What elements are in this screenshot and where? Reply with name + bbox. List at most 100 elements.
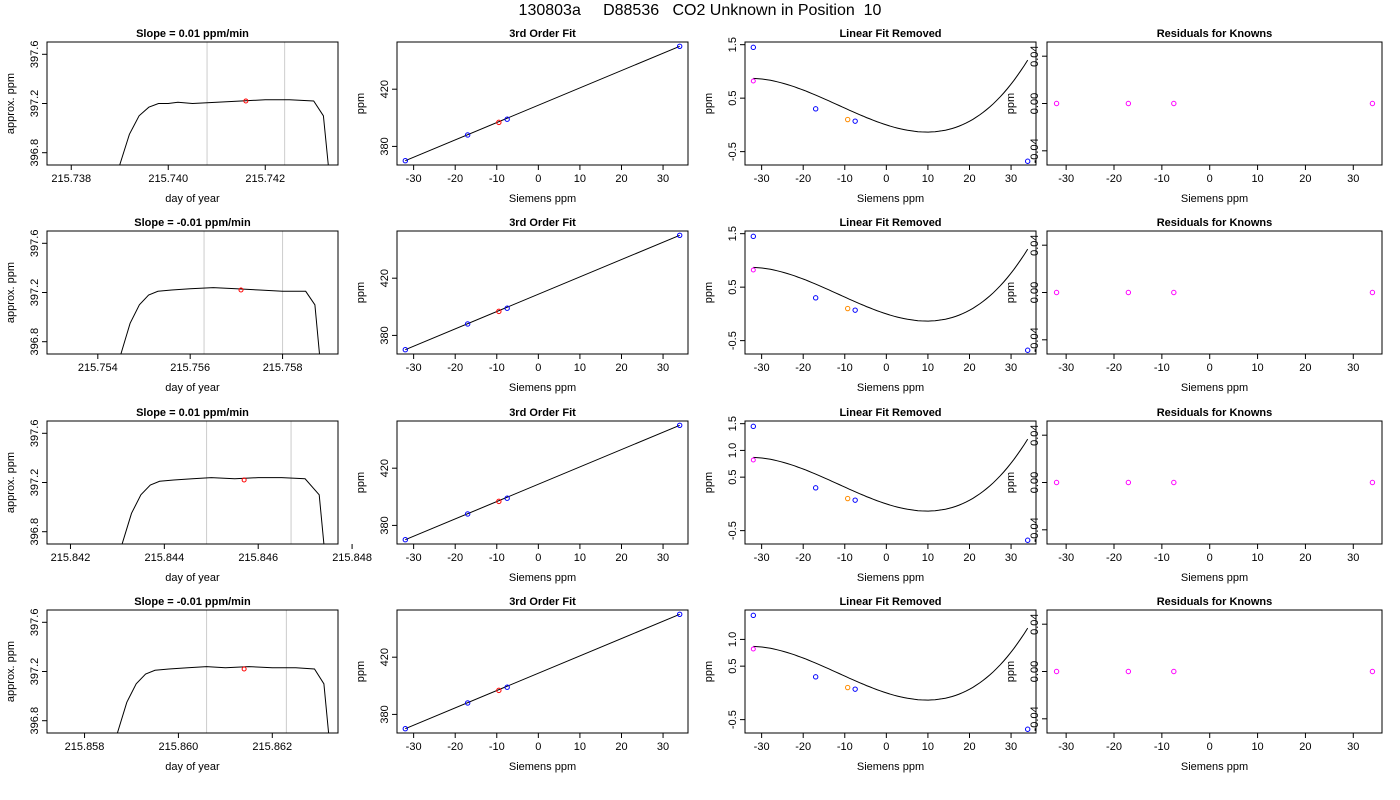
y-tick-label: 397.6 — [29, 609, 41, 637]
known-point — [1171, 289, 1177, 296]
y-tick-label: 0.00 — [1029, 93, 1041, 114]
panel-title: 3rd Order Fit — [509, 217, 576, 229]
x-tick-label: 10 — [1251, 362, 1263, 374]
y-tick-label: 1.5 — [727, 416, 739, 431]
panel-title: Linear Fit Removed — [839, 407, 941, 419]
plot-area — [402, 43, 683, 164]
x-tick-label: 20 — [963, 552, 975, 564]
x-tick-label: -20 — [447, 741, 463, 753]
panel-r4-c2: 3rd Order Fit Siemens ppm ppm -30 -20 -10 0 10 2… — [355, 596, 689, 773]
y-axis-label: ppm — [1005, 282, 1017, 303]
concentration-trace — [119, 99, 329, 165]
plot-area — [750, 612, 1031, 732]
known-point — [1369, 668, 1376, 675]
x-axis-label: Siemens ppm — [509, 382, 576, 394]
fit-line — [405, 234, 680, 351]
plot-area — [402, 422, 683, 543]
x-tick-label: 0 — [535, 173, 541, 185]
y-tick-label: 0.5 — [727, 280, 739, 295]
x-tick-label: -10 — [1154, 173, 1170, 185]
plot-frame — [46, 420, 339, 545]
y-tick-label: 420 — [379, 648, 391, 666]
y-tick-label: 0.04 — [1029, 45, 1041, 66]
x-tick-label: -30 — [406, 741, 422, 753]
x-tick-label: 30 — [657, 741, 669, 753]
x-tick-label: 215.860 — [159, 741, 199, 753]
x-tick-label: 20 — [1299, 552, 1311, 564]
fit-line — [405, 424, 680, 541]
fit-curve — [753, 59, 1029, 133]
plot-area — [1053, 289, 1376, 296]
x-tick-label: 30 — [1347, 173, 1359, 185]
known-point — [1171, 668, 1177, 675]
known-point — [812, 485, 819, 491]
x-tick-label: -10 — [489, 552, 505, 564]
plot-frame — [1046, 230, 1383, 355]
mean-point — [241, 477, 247, 483]
plot-area — [119, 42, 329, 165]
x-tick-label: 215.862 — [252, 741, 292, 753]
y-tick-label: -0.5 — [727, 521, 739, 540]
x-tick-label: 10 — [922, 173, 934, 185]
known-point — [504, 116, 510, 122]
x-tick-label: 0 — [883, 173, 889, 185]
x-tick-label: 20 — [1299, 173, 1311, 185]
x-axis-label: day of year — [165, 761, 220, 773]
x-tick-label: -20 — [447, 362, 463, 374]
plot-area — [750, 233, 1031, 353]
known-point — [1024, 537, 1031, 543]
y-tick-label: 0.04 — [1029, 234, 1041, 255]
x-tick-label: 10 — [922, 741, 934, 753]
x-tick-label: 10 — [922, 552, 934, 564]
panel-title: Residuals for Knowns — [1157, 28, 1273, 40]
first-point — [750, 267, 756, 273]
y-tick-label: 396.8 — [29, 139, 41, 167]
x-tick-label: -30 — [1058, 362, 1074, 374]
known-point — [750, 612, 757, 619]
y-tick-label: 396.8 — [29, 328, 41, 356]
x-tick-label: -20 — [1106, 362, 1122, 374]
concentration-trace — [121, 477, 325, 544]
x-tick-label: 215.758 — [263, 362, 303, 374]
known-point — [750, 423, 757, 430]
plot-frame — [396, 230, 689, 355]
y-tick-label: -0.04 — [1029, 138, 1041, 163]
x-axis-label: Siemens ppm — [509, 193, 576, 205]
x-tick-label: 20 — [963, 741, 975, 753]
x-tick-label: -10 — [837, 362, 853, 374]
x-tick-label: 30 — [1347, 362, 1359, 374]
x-tick-label: 0 — [1207, 741, 1213, 753]
y-tick-label: 396.8 — [29, 518, 41, 546]
y-tick-label: -0.5 — [727, 331, 739, 350]
plot-area — [1053, 668, 1376, 675]
x-axis-label: day of year — [165, 193, 220, 205]
x-tick-label: 30 — [1005, 741, 1017, 753]
x-tick-label: 0 — [535, 552, 541, 564]
x-tick-label: 10 — [574, 173, 586, 185]
first-point — [750, 646, 756, 652]
panel-r1-c4: Residuals for Knowns Siemens ppm ppm -30 -20… — [1005, 28, 1383, 205]
plot-frame — [744, 609, 1037, 734]
x-tick-label: 0 — [535, 741, 541, 753]
known-point — [676, 43, 683, 49]
y-tick-label: 0.04 — [1029, 424, 1041, 445]
known-point — [1369, 100, 1376, 107]
x-tick-label: 0 — [883, 741, 889, 753]
x-tick-label: -10 — [837, 552, 853, 564]
x-tick-label: -20 — [795, 362, 811, 374]
known-point — [1024, 726, 1031, 732]
x-tick-label: -30 — [406, 362, 422, 374]
panel-title: 3rd Order Fit — [509, 407, 576, 419]
x-axis-label: Siemens ppm — [857, 761, 924, 773]
x-axis-label: Siemens ppm — [857, 193, 924, 205]
x-tick-label: 215.848 — [332, 552, 372, 564]
x-tick-label: 20 — [615, 552, 627, 564]
x-tick-label: -30 — [1058, 741, 1074, 753]
y-axis-label: ppm — [703, 93, 715, 114]
known-point — [1053, 100, 1060, 107]
fit-curve — [753, 438, 1029, 512]
known-point — [812, 674, 819, 680]
known-point — [852, 118, 858, 124]
plot-area — [402, 611, 683, 732]
